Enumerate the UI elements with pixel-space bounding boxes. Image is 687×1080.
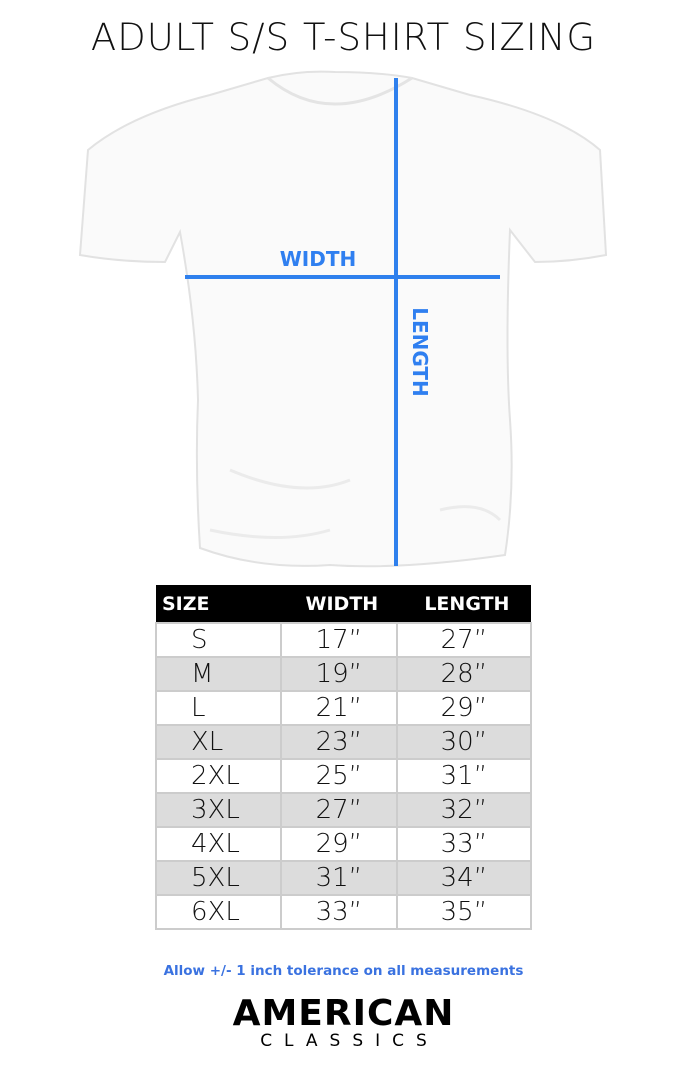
cell-length: 33”: [395, 826, 533, 862]
cell-size: L: [155, 690, 282, 726]
cell-size: 6XL: [155, 894, 282, 930]
table-row: 4XL 29” 33”: [155, 826, 533, 862]
cell-length: 30”: [395, 724, 533, 760]
page-title: ADULT S/S T-SHIRT SIZING: [90, 16, 597, 59]
size-table: SIZE WIDTH LENGTH S 17” 27” M 19” 28” L 21” 29” X…: [155, 585, 533, 930]
tolerance-note: Allow +/- 1 inch tolerance on all measur…: [163, 963, 524, 979]
header-width: WIDTH: [280, 585, 397, 623]
cell-size: 2XL: [155, 758, 282, 794]
cell-length: 32”: [395, 792, 533, 828]
cell-width: 31”: [279, 860, 398, 896]
table-row: S 17” 27”: [155, 622, 533, 658]
logo-line1: AMERICAN: [232, 993, 455, 1034]
table-row: M 19” 28”: [155, 656, 533, 692]
logo-line2: CLASSICS: [260, 1031, 439, 1051]
cell-length: 28”: [395, 656, 533, 692]
cell-width: 29”: [279, 826, 398, 862]
cell-length: 31”: [395, 758, 533, 794]
tshirt-folds: [209, 468, 502, 539]
cell-size: M: [155, 656, 282, 692]
tshirt-shape: [78, 70, 608, 568]
cell-width: 21”: [279, 690, 398, 726]
cell-width: 19”: [279, 656, 398, 692]
cell-length: 35”: [395, 894, 533, 930]
cell-size: S: [155, 622, 282, 658]
cell-width: 27”: [279, 792, 398, 828]
table-row: 6XL 33” 35”: [155, 894, 533, 930]
cell-size: 5XL: [155, 860, 282, 896]
cell-length: 27”: [395, 622, 533, 658]
tshirt-collar: [267, 76, 413, 106]
table-row: 5XL 31” 34”: [155, 860, 533, 896]
table-row: 2XL 25” 31”: [155, 758, 533, 794]
cell-length: 34”: [395, 860, 533, 896]
table-header: SIZE WIDTH LENGTH: [156, 585, 531, 623]
table-row: XL 23” 30”: [155, 724, 533, 760]
cell-width: 25”: [279, 758, 398, 794]
cell-length: 29”: [395, 690, 533, 726]
header-size: SIZE: [156, 585, 281, 623]
width-label: WIDTH: [279, 247, 357, 271]
cell-width: 17”: [279, 622, 398, 658]
tshirt-diagram: [78, 70, 608, 568]
table-row: 3XL 27” 32”: [155, 792, 533, 828]
length-label: LENGTH: [408, 307, 432, 397]
cell-width: 33”: [279, 894, 398, 930]
table-row: L 21” 29”: [155, 690, 533, 726]
cell-size: 3XL: [155, 792, 282, 828]
cell-size: XL: [155, 724, 282, 760]
header-length: LENGTH: [396, 585, 531, 623]
cell-width: 23”: [279, 724, 398, 760]
cell-size: 4XL: [155, 826, 282, 862]
